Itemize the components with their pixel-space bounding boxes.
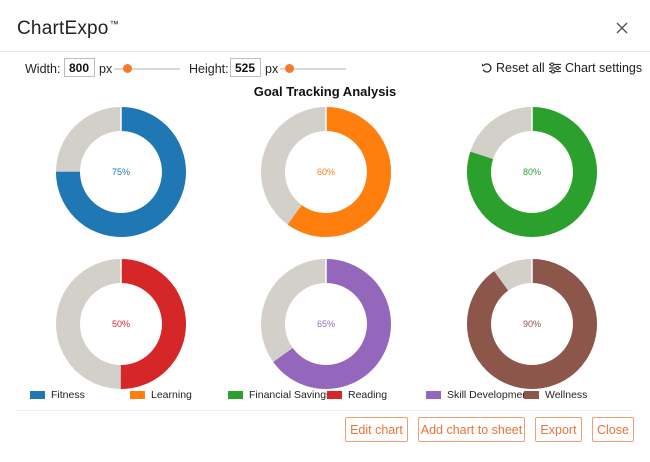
legend-item-skill-development[interactable]: Skill Development xyxy=(426,389,531,401)
app-title: ChartExpo™ xyxy=(17,18,119,40)
legend-item-fitness[interactable]: Fitness xyxy=(30,389,85,401)
add-chart-to-sheet-button[interactable]: Add chart to sheet xyxy=(418,417,525,442)
legend-label-fitness: Fitness xyxy=(51,389,85,401)
height-slider-track xyxy=(280,68,346,70)
legend-item-learning[interactable]: Learning xyxy=(130,389,192,401)
donut-value-label-reading: 50% xyxy=(112,319,130,329)
legend-label-reading: Reading xyxy=(348,389,388,401)
donut-value-label-fitness: 75% xyxy=(112,167,130,177)
chart-title: Goal Tracking Analysis xyxy=(253,84,397,99)
legend-label-wellness: Wellness xyxy=(545,389,588,401)
legend-item-financial-savings[interactable]: Financial Savings xyxy=(228,389,331,401)
footer-divider xyxy=(17,410,633,411)
width-unit: px xyxy=(99,62,113,76)
legend-swatch-learning xyxy=(130,391,145,399)
height-label: Height: xyxy=(189,62,229,76)
height-unit: px xyxy=(265,62,279,76)
legend-item-wellness[interactable]: Wellness xyxy=(524,389,587,401)
size-toolbar: Width: px Height: px Reset all Chart set… xyxy=(0,56,650,82)
legend-swatch-reading xyxy=(327,391,342,399)
edit-chart-button[interactable]: Edit chart xyxy=(345,417,408,442)
height-input[interactable] xyxy=(230,58,261,77)
legend-swatch-fitness xyxy=(30,391,45,399)
donut-value-label-financial-savings: 80% xyxy=(523,167,541,177)
legend-label-learning: Learning xyxy=(151,389,192,401)
legend-swatch-financial-savings xyxy=(228,391,243,399)
chart-settings-label: Chart settings xyxy=(565,61,643,75)
height-slider[interactable] xyxy=(280,64,346,73)
width-slider[interactable] xyxy=(114,64,180,73)
donut-value-label-wellness: 90% xyxy=(523,319,541,329)
chart-legend: Fitness Learning Financial Savings Reading S… xyxy=(0,389,650,403)
donut-charts: 75% 60% 80% 50% 65% 90% xyxy=(56,107,597,389)
legend-swatch-wellness xyxy=(524,391,539,399)
donut-value-label-skill-development: 65% xyxy=(317,319,335,329)
close-icon[interactable] xyxy=(614,20,630,36)
donut-value-label-learning: 60% xyxy=(317,167,335,177)
chart-area: Goal Tracking Analysis 75% 60% 80% 50% 65% 90… xyxy=(0,84,650,408)
app-title-text: ChartExpo xyxy=(17,18,109,39)
width-input[interactable] xyxy=(64,58,95,77)
trademark-symbol: ™ xyxy=(109,18,119,29)
close-button[interactable]: Close xyxy=(592,417,634,442)
width-slider-track xyxy=(114,68,180,70)
chart-settings-button[interactable]: Chart settings xyxy=(548,61,642,75)
width-slider-thumb[interactable] xyxy=(123,64,132,73)
reset-all-label: Reset all xyxy=(496,61,545,75)
legend-label-skill-development: Skill Development xyxy=(447,389,532,401)
reset-all-button[interactable]: Reset all xyxy=(481,61,545,75)
reset-icon xyxy=(481,63,492,73)
sliders-icon xyxy=(549,62,561,74)
legend-item-reading[interactable]: Reading xyxy=(327,389,387,401)
height-slider-thumb[interactable] xyxy=(285,64,294,73)
export-button[interactable]: Export xyxy=(535,417,582,442)
legend-label-financial-savings: Financial Savings xyxy=(249,389,332,401)
legend-swatch-skill-development xyxy=(426,391,441,399)
width-label: Width: xyxy=(25,62,61,76)
dialog-header: ChartExpo™ xyxy=(0,0,650,52)
